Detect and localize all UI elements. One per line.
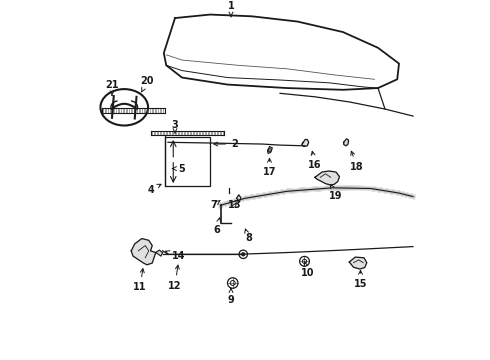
Text: 20: 20	[140, 76, 154, 92]
Text: 19: 19	[329, 184, 343, 201]
Polygon shape	[268, 147, 272, 153]
Polygon shape	[343, 139, 348, 146]
Circle shape	[299, 256, 309, 266]
Circle shape	[227, 278, 238, 288]
Text: 18: 18	[350, 151, 364, 172]
Text: 11: 11	[133, 269, 147, 292]
Circle shape	[242, 253, 245, 256]
Text: 6: 6	[214, 218, 220, 235]
Text: 3: 3	[172, 120, 178, 133]
Text: 2: 2	[214, 139, 238, 149]
Text: 15: 15	[354, 270, 367, 289]
Text: 13: 13	[228, 200, 242, 210]
Polygon shape	[131, 239, 156, 265]
Text: 21: 21	[105, 80, 119, 95]
Text: 8: 8	[245, 229, 252, 243]
Text: 16: 16	[308, 151, 322, 170]
Circle shape	[268, 148, 271, 152]
Circle shape	[239, 250, 247, 258]
Circle shape	[230, 280, 235, 285]
Text: 9: 9	[228, 288, 234, 305]
Text: 12: 12	[168, 265, 182, 291]
Text: 5: 5	[172, 163, 185, 174]
Text: 4: 4	[147, 184, 161, 194]
Text: 1: 1	[228, 1, 234, 17]
Polygon shape	[237, 195, 241, 202]
Polygon shape	[302, 140, 309, 147]
Text: 10: 10	[301, 262, 315, 278]
Polygon shape	[315, 171, 340, 185]
Text: 14: 14	[166, 251, 185, 261]
Circle shape	[302, 259, 307, 264]
Polygon shape	[349, 257, 367, 269]
Text: 17: 17	[263, 158, 276, 177]
Polygon shape	[156, 250, 163, 256]
Text: 7: 7	[210, 200, 220, 210]
